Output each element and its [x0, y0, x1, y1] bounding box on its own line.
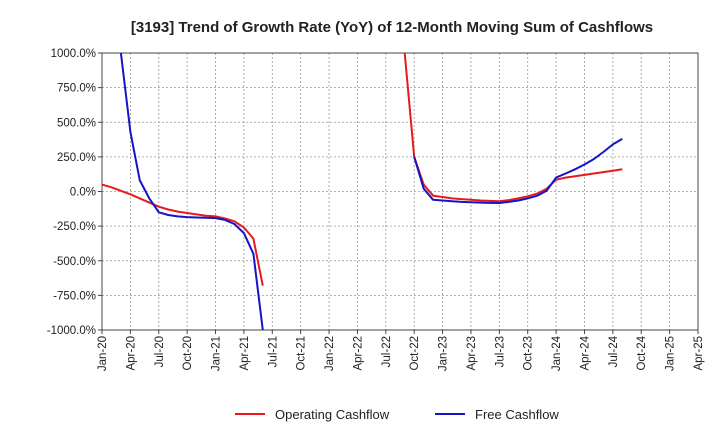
x-tick-label: Jan-22 — [324, 336, 336, 371]
x-tick-label: Jan-25 — [665, 336, 677, 371]
x-tick-label: Jul-20 — [154, 336, 166, 367]
x-tick-label: Oct-21 — [296, 336, 308, 371]
x-tick-label: Apr-20 — [125, 336, 137, 371]
x-tick-label: Jul-21 — [267, 336, 279, 367]
x-tick-label: Apr-21 — [239, 336, 251, 371]
x-tick-label: Jan-21 — [211, 336, 223, 371]
x-tick-label: Apr-24 — [579, 335, 591, 370]
y-tick-label: 1000.0% — [51, 48, 96, 60]
x-tick-label: Jan-24 — [551, 335, 563, 371]
series-line-free-cashflow-segment-2 — [413, 138, 623, 204]
x-tick-label: Jul-22 — [381, 336, 393, 367]
y-tick-label: 500.0% — [57, 117, 96, 129]
x-tick-label: Oct-23 — [523, 336, 535, 371]
y-tick-label: -1000.0% — [47, 325, 96, 337]
x-tick-label: Jul-23 — [494, 336, 506, 367]
y-tick-label: -250.0% — [53, 221, 96, 233]
chart-title: [3193] Trend of Growth Rate (YoY) of 12-… — [131, 19, 653, 36]
x-tick-label: Apr-23 — [466, 336, 478, 371]
y-axis: 1000.0% 750.0% 500.0% 250.0% 0.0% -250.0% -500… — [47, 48, 102, 337]
x-tick-label: Oct-20 — [182, 336, 194, 371]
x-tick-label: Jan-23 — [438, 336, 450, 371]
series-line-operating-cashflow-segment-1 — [102, 183, 264, 286]
legend-label-free-cashflow: Free Cashflow — [475, 407, 559, 422]
y-tick-label: 0.0% — [70, 187, 96, 199]
legend-label-operating-cashflow: Operating Cashflow — [275, 407, 390, 422]
y-tick-label: -750.0% — [53, 290, 96, 302]
series-line-free-cashflow-segment-1 — [119, 53, 264, 330]
y-tick-label: 750.0% — [57, 83, 96, 95]
x-tick-label: Jan-20 — [97, 336, 109, 371]
x-tick-label: Oct-24 — [636, 335, 648, 370]
y-tick-label: -500.0% — [53, 256, 96, 268]
x-axis: Jan-20 Apr-20 Jul-20 Oct-20 Jan-21 Apr-21 Jul-… — [97, 330, 705, 371]
x-tick-label: Apr-22 — [352, 336, 364, 371]
series-line-operating-cashflow-segment-2 — [403, 53, 623, 203]
legend: Operating Cashflow Free Cashflow — [235, 407, 559, 422]
series-group — [102, 53, 623, 330]
x-tick-label: Oct-22 — [409, 336, 421, 371]
y-tick-label: 250.0% — [57, 152, 96, 164]
x-tick-label: Jul-24 — [608, 335, 620, 367]
grid-lines — [102, 53, 698, 330]
x-tick-label: Apr-25 — [693, 336, 705, 371]
